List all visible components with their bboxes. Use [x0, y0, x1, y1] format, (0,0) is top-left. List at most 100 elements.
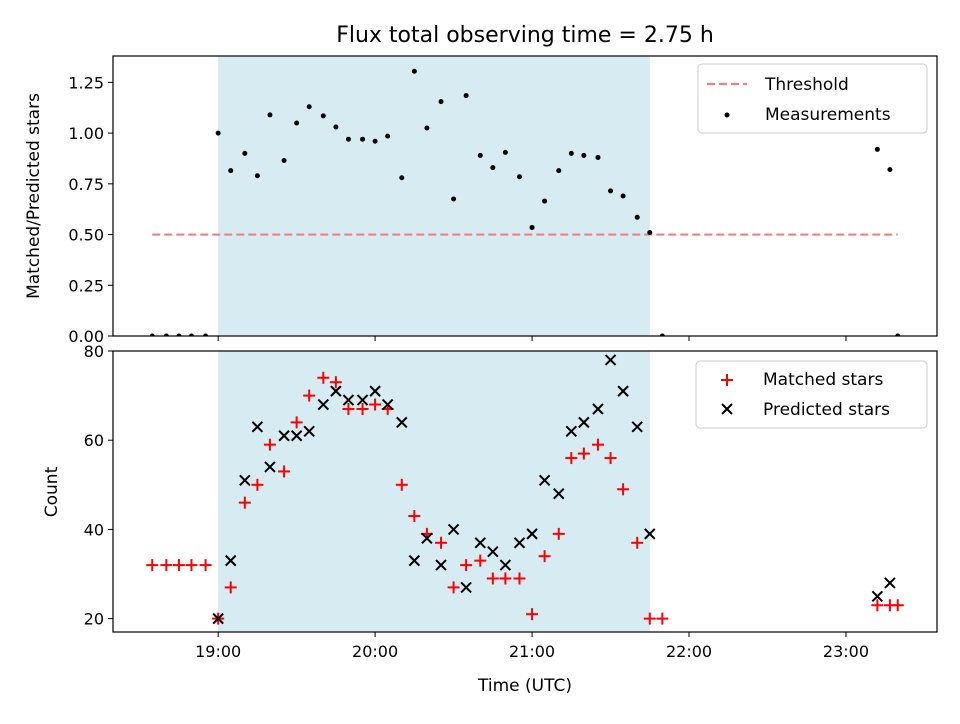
legend-matched-swatch: [721, 374, 733, 386]
measurements-point: [399, 175, 405, 181]
legend-threshold-label: Threshold: [764, 75, 849, 95]
predicted-stars-point: [604, 354, 617, 366]
predicted-stars-point: [435, 559, 447, 571]
matched-stars-point: [251, 478, 264, 491]
top-legend: Threshold Measurements: [697, 63, 928, 134]
predicted-stars-point: [884, 577, 896, 589]
x-tick-label: 20:00: [352, 642, 398, 661]
x-tick-label: 21:00: [509, 642, 555, 661]
matched-stars-point: [342, 402, 355, 415]
measurements-point: [163, 333, 169, 336]
matched-stars-point: [447, 581, 460, 594]
matched-stars-point: [238, 496, 251, 509]
predicted-stars-point: [526, 528, 538, 540]
measurements-point: [490, 165, 496, 171]
matched-stars-point: [303, 389, 316, 402]
measurements-point: [215, 130, 221, 136]
predicted-stars-point: [330, 385, 342, 397]
matched-stars-point: [395, 478, 408, 491]
predicted-stars-point: [513, 537, 526, 549]
measurements-point: [188, 333, 194, 336]
measurements-point: [345, 136, 351, 142]
bottom-legend: Matched stars Predicted stars: [695, 360, 928, 429]
matched-stars-point: [538, 550, 551, 563]
bottom-legend-box: [695, 360, 928, 429]
y-tick-label: 0.25: [68, 276, 104, 295]
measurements-point: [595, 154, 601, 160]
predicted-stars-point: [278, 430, 290, 442]
matched-stars-point: [486, 572, 499, 585]
predicted-stars-point: [421, 532, 433, 545]
predicted-stars-point: [644, 528, 656, 540]
bottom-panel: 20 40 60 80 19:00 20:00 21:00 22:00 23:00: [84, 342, 938, 661]
measurements-point: [254, 173, 260, 179]
predicted-stars-point: [592, 403, 604, 415]
legend-measurements-swatch: [724, 112, 730, 118]
matched-stars-point: [317, 371, 330, 384]
top-legend-box: [697, 63, 928, 134]
matched-stars-point: [224, 581, 237, 594]
y-tick-label: 80: [84, 342, 104, 361]
legend-matched-label: Matched stars: [763, 370, 883, 390]
x-axis-label: Time (UTC): [477, 676, 572, 696]
measurements-point: [502, 149, 508, 155]
measurements-point: [306, 104, 312, 110]
axes-frame: [112, 350, 938, 633]
measurements-point: [874, 146, 880, 152]
matched-stars-point: [577, 447, 590, 460]
measurements-point: [451, 196, 457, 202]
chart-title: Flux total observing time = 2.75 h: [336, 23, 714, 48]
measurements-point: [176, 333, 182, 336]
predicted-stars-point: [212, 612, 224, 625]
predicted-stars-point: [565, 425, 578, 437]
matched-stars-point: [199, 559, 212, 572]
predicted-stars-point: [396, 416, 408, 429]
matched-stars-point: [499, 572, 512, 585]
predicted-stars-point: [303, 425, 315, 437]
matched-stars-point: [513, 572, 526, 585]
predicted-stars-point: [408, 554, 421, 567]
measurements-point: [620, 193, 626, 199]
predicted-stars-point: [617, 385, 629, 397]
legend-measurements-label: Measurements: [765, 105, 891, 125]
matched-stars-point: [460, 559, 473, 572]
matched-stars-point: [891, 599, 904, 612]
top-y-axis-label: Matched/Predicted stars: [24, 93, 44, 299]
y-tick-label: 0.75: [68, 175, 104, 194]
data-layer: [146, 354, 904, 625]
y-tick-label: 40: [84, 520, 104, 539]
measurements-point: [581, 152, 587, 158]
predicted-stars-point: [460, 581, 472, 594]
y-tick-label: 20: [84, 610, 104, 629]
matched-stars-point: [552, 527, 565, 540]
y-tick-label: 1.25: [68, 73, 104, 92]
matched-stars-point: [631, 536, 644, 549]
predicted-stars-point: [239, 474, 251, 487]
top-panel: 0.00 0.25 0.50 0.75 1.00 1.25: [68, 55, 938, 346]
measurements-point: [424, 125, 430, 131]
matched-stars-point: [172, 559, 185, 572]
predicted-stars-point: [251, 421, 264, 433]
measurements-point: [149, 333, 155, 336]
y-tick-label: 60: [84, 431, 104, 450]
predicted-stars-point: [317, 398, 330, 411]
matched-stars-point: [329, 376, 342, 389]
measurements-point: [608, 188, 614, 194]
measurements-point: [634, 214, 640, 220]
x-tick-label: 19:00: [195, 642, 241, 661]
observing-window-span: [218, 351, 650, 632]
matched-stars-point: [278, 465, 291, 478]
measurements-point: [294, 120, 300, 126]
axes-frame: [112, 55, 938, 337]
matched-stars-point: [643, 612, 656, 625]
matched-stars-point: [146, 559, 159, 572]
matched-stars-point: [435, 536, 448, 549]
predicted-stars-point: [499, 559, 512, 571]
measurements-point: [542, 198, 548, 204]
measurements-point: [438, 99, 444, 105]
measurements-point: [517, 174, 523, 180]
x-tick-label: 23:00: [823, 642, 869, 661]
measurements-point: [529, 224, 535, 230]
matched-stars-point: [617, 483, 630, 496]
